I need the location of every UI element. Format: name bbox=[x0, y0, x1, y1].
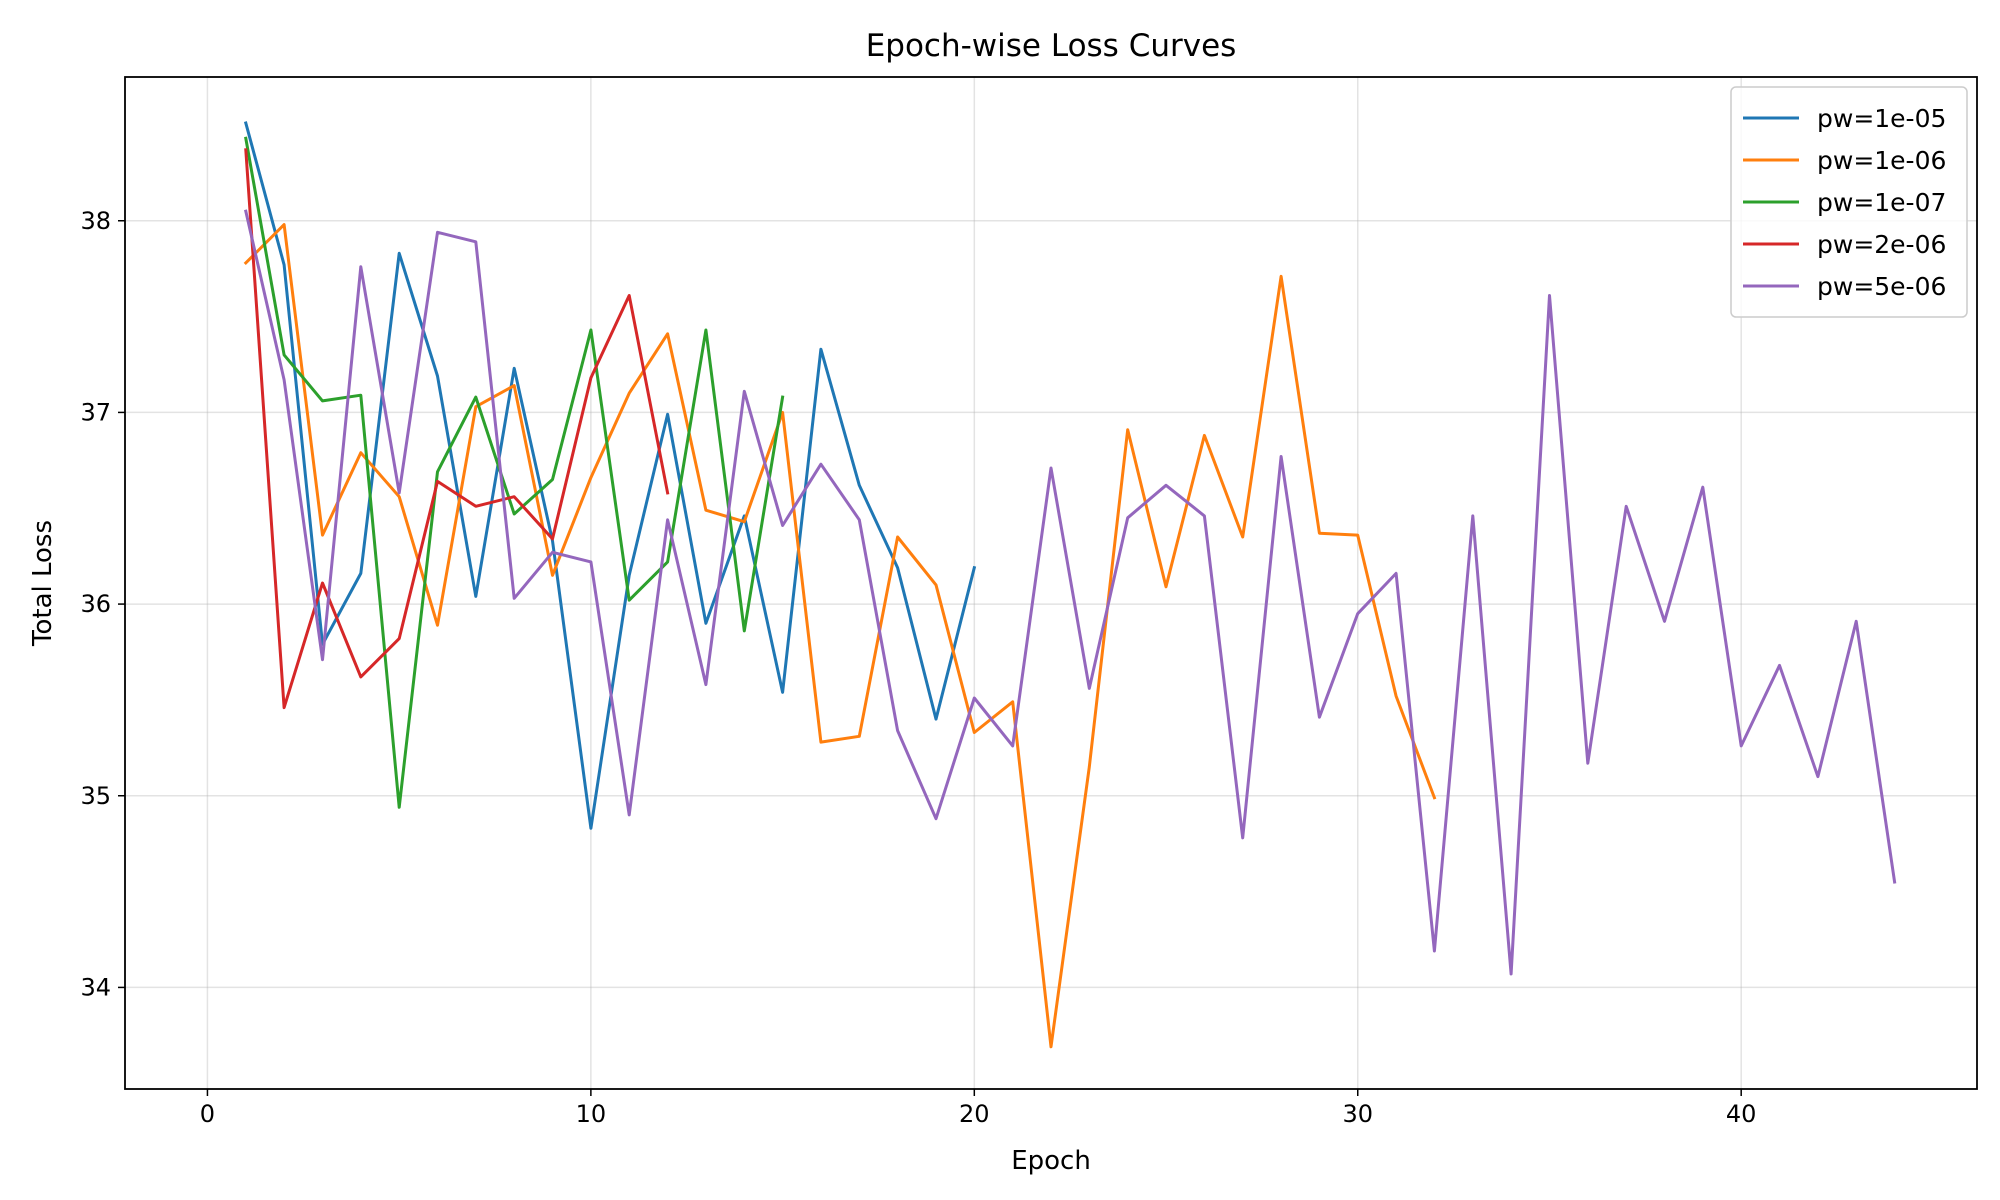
grid-lines bbox=[125, 77, 1977, 1089]
series-line-pw=1e-07 bbox=[244, 136, 785, 809]
y-tick-label: 38 bbox=[80, 207, 111, 235]
x-tick-label: 0 bbox=[200, 1100, 215, 1128]
y-tick-label: 34 bbox=[80, 973, 111, 1001]
legend-label: pw=2e-06 bbox=[1817, 230, 1946, 259]
chart-title: Epoch-wise Loss Curves bbox=[866, 28, 1237, 64]
x-tick-label: 30 bbox=[1342, 1100, 1373, 1128]
x-tick-label: 20 bbox=[959, 1100, 990, 1128]
axis-ticks: 0 10 20 30 40 34 35 36 37 38 bbox=[80, 207, 1756, 1128]
legend-label: pw=1e-07 bbox=[1817, 188, 1946, 217]
plot-frame bbox=[124, 76, 1978, 1090]
series-line-pw=5e-06 bbox=[244, 209, 1897, 976]
y-tick-label: 35 bbox=[80, 782, 111, 810]
legend-box bbox=[1730, 86, 1968, 318]
legend-label: pw=5e-06 bbox=[1817, 272, 1946, 301]
y-tick-label: 36 bbox=[80, 590, 111, 618]
x-tick-label: 10 bbox=[576, 1100, 607, 1128]
legend-label: pw=1e-06 bbox=[1817, 146, 1946, 175]
series-lines bbox=[243, 121, 1897, 1049]
series-line-pw=1e-06 bbox=[243, 223, 1437, 1049]
y-axis-title: Total Loss bbox=[28, 520, 58, 647]
y-tick-label: 37 bbox=[80, 398, 111, 426]
legend: pw=1e-05 pw=1e-06 pw=1e-07 pw=2e-06 pw=5e-06 bbox=[1730, 86, 1968, 318]
x-axis-title: Epoch bbox=[1011, 1146, 1091, 1176]
x-tick-label: 40 bbox=[1726, 1100, 1757, 1128]
series-line-pw=1e-05 bbox=[243, 121, 977, 830]
legend-label: pw=1e-05 bbox=[1817, 104, 1946, 133]
